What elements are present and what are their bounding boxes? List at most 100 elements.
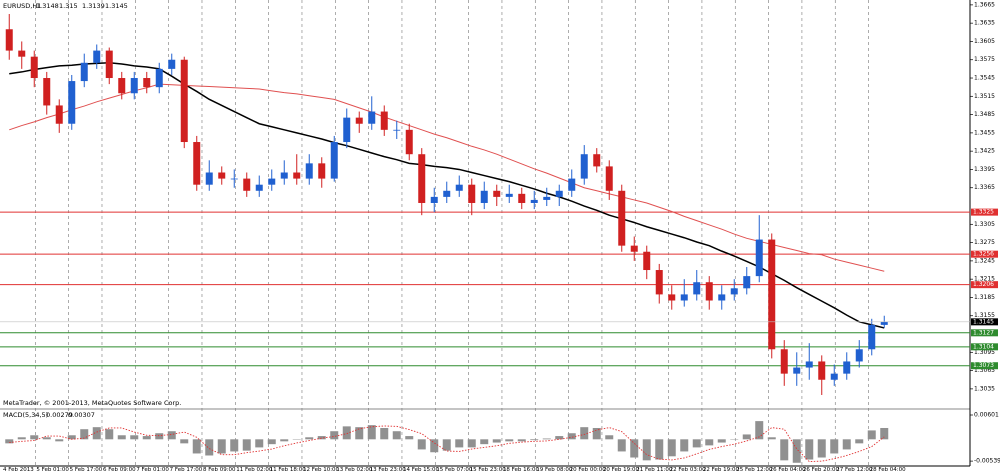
macd-bar <box>192 439 201 454</box>
time-label: 13 Feb 23:00 <box>370 467 407 473</box>
time-label: 20 Feb 19:00 <box>603 467 640 473</box>
macd-bar <box>55 439 64 442</box>
macd-bar <box>767 437 776 440</box>
time-label: 26 Feb 20:00 <box>803 467 840 473</box>
price-tick-label: 1.3305 <box>974 221 995 228</box>
price-tick-label: 1.3065 <box>974 367 995 374</box>
time-label: 7 Feb 17:00 <box>170 467 203 473</box>
candle-body <box>255 184 263 191</box>
candle-body <box>243 178 251 191</box>
price-tick-label: 1.3095 <box>974 349 995 356</box>
candle-body <box>605 166 613 191</box>
macd-bar <box>80 429 89 440</box>
price-tick-label: 1.3515 <box>974 93 995 100</box>
candle-body <box>218 172 226 179</box>
macd-bar <box>855 439 864 444</box>
candle-body <box>768 239 776 350</box>
level-tag <box>971 250 998 258</box>
macd-signal <box>9 425 885 463</box>
candle-body <box>80 62 88 82</box>
candle-body <box>405 129 413 155</box>
time-label: 4 Feb 2013 <box>3 467 34 473</box>
candle-body <box>855 349 863 362</box>
macd-bar <box>880 427 889 440</box>
candle-body <box>518 193 526 203</box>
candle-body <box>5 29 13 51</box>
candle-body <box>180 59 188 143</box>
macd-bar <box>205 439 214 456</box>
time-label: 5 Feb 17:00 <box>70 467 103 473</box>
price-tick-label: 1.3575 <box>974 56 995 63</box>
candle-body <box>705 282 713 301</box>
macd-bar <box>555 436 564 440</box>
macd-bar <box>367 425 376 440</box>
time-label: 15 Feb 23:00 <box>470 467 507 473</box>
candle-body <box>493 190 501 197</box>
candle-body <box>680 294 688 301</box>
macd-bar <box>105 429 114 440</box>
candle-body <box>668 294 676 301</box>
macd-bar <box>667 439 676 457</box>
candle-body <box>880 321 888 325</box>
time-label: 18 Feb 16:00 <box>503 467 540 473</box>
macd-label: MACD(5,34,5) <box>3 411 48 419</box>
macd-bar <box>142 436 151 440</box>
level-label: 1.3325 <box>973 209 994 216</box>
macd-bar <box>17 437 26 440</box>
time-label: 20 Feb 00:00 <box>570 467 607 473</box>
ohlc-value: 1.3148 <box>36 2 59 10</box>
macd-bar <box>242 439 251 451</box>
macd-bar <box>805 439 814 460</box>
macd-bar <box>180 439 189 444</box>
macd-bar <box>255 439 264 448</box>
price-tick-label: 1.3455 <box>974 129 995 136</box>
macd-bar <box>517 439 526 442</box>
candle-body <box>30 56 38 79</box>
macd-bar <box>117 435 126 440</box>
candle-body <box>805 361 813 368</box>
candle-body <box>105 50 113 79</box>
price-tick-label: 1.3545 <box>974 75 995 82</box>
macd-bar <box>830 439 839 454</box>
macd-bar <box>317 436 326 440</box>
candle-body <box>755 239 763 277</box>
candle-body <box>818 361 826 380</box>
time-label: 25 Feb 12:00 <box>736 467 773 473</box>
candle-body <box>555 190 563 197</box>
macd-bar <box>267 439 276 445</box>
bid-label: 1.3145 <box>973 318 994 325</box>
price-tick-label: 1.3035 <box>974 385 995 392</box>
macd-current: 0.00279 <box>46 411 73 419</box>
candle-body <box>568 178 576 191</box>
macd-bar <box>217 439 226 454</box>
level-tag <box>971 281 998 289</box>
price-tick-label: 1.3155 <box>974 312 995 319</box>
symbol: EURUSD,H1 <box>3 2 41 10</box>
candle-body <box>18 50 26 57</box>
candle-body <box>480 190 488 203</box>
candle-body <box>505 193 513 197</box>
macd-bar <box>305 437 314 440</box>
candle-body <box>130 78 138 94</box>
candle-body <box>393 129 401 131</box>
candle-body <box>380 111 388 130</box>
price-tick-label: 1.3215 <box>974 276 995 283</box>
time-label: 26 Feb 04:00 <box>770 467 807 473</box>
level-label: 1.3073 <box>973 362 994 369</box>
candle-body <box>530 199 538 203</box>
candle-body <box>230 178 238 180</box>
candle-body <box>643 251 651 271</box>
candle-body <box>455 184 463 191</box>
price-tick-label: 1.3185 <box>974 294 995 301</box>
candle-body <box>630 245 638 252</box>
macd-bar <box>130 435 139 440</box>
macd-bar <box>592 427 601 440</box>
macd-bar <box>780 439 789 461</box>
candle-body <box>430 196 438 203</box>
candle-body <box>343 117 351 143</box>
time-label: 7 Feb 01:00 <box>136 467 169 473</box>
ohlc-value: 1.3139 <box>82 2 105 10</box>
candle-body <box>743 276 751 289</box>
macd-bar <box>755 421 764 440</box>
